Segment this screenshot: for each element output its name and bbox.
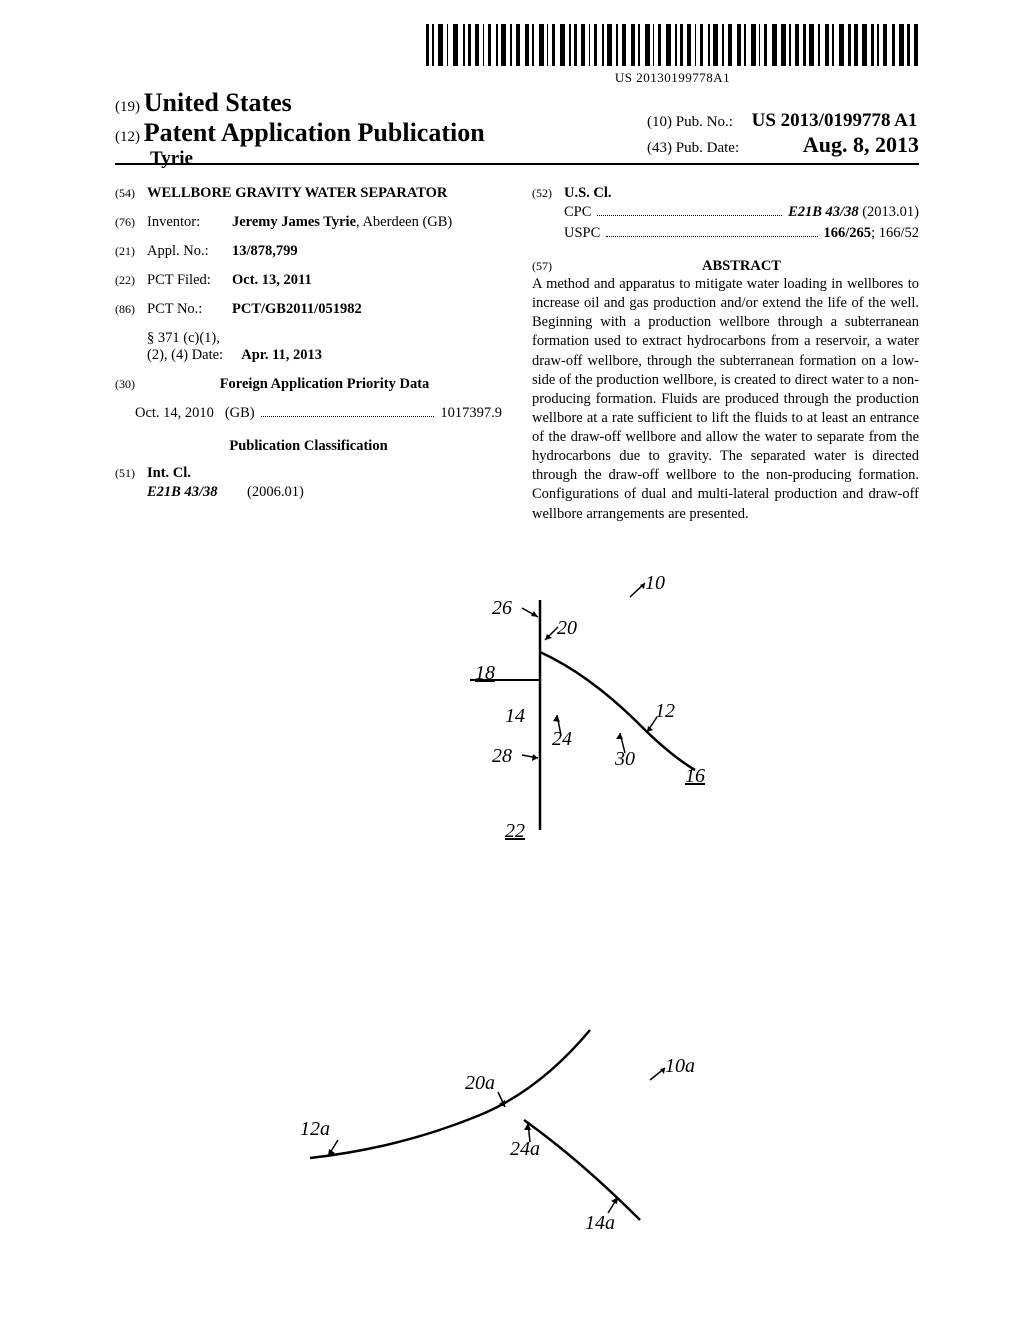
priority-country: (GB) (225, 405, 255, 422)
inventor-label: Inventor: (147, 214, 232, 231)
figure-1: 10 26 20 18 14 24 12 28 30 16 22 (410, 580, 750, 865)
patent-header: (19) United States (12) Patent Applicati… (115, 88, 919, 170)
cpc-code: E21B 43/38 (788, 204, 859, 221)
right-column: (52) U.S. Cl. CPC E21B 43/38 (2013.01) U… (532, 185, 919, 524)
inventor-name: Jeremy James Tyrie (232, 214, 356, 230)
pub-class-header: Publication Classification (115, 438, 502, 455)
appl-no-row: (21) Appl. No.: 13/878,799 (115, 243, 502, 260)
pct-filed-label: PCT Filed: (147, 272, 232, 289)
title-row: (54) WELLBORE GRAVITY WATER SEPARATOR (115, 185, 502, 202)
barcode-graphic (426, 24, 919, 66)
field-num-86: (86) (115, 302, 147, 317)
fig1-label-24: 24 (552, 728, 572, 751)
fig2-label-20a: 20a (465, 1072, 495, 1095)
int-cl-label: Int. Cl. (147, 465, 191, 482)
field-num-57: (57) (532, 259, 564, 274)
figure-1-svg (410, 580, 750, 860)
cpc-year: (2013.01) (862, 204, 919, 221)
fig1-label-10: 10 (645, 572, 665, 595)
fig1-label-26: 26 (492, 597, 512, 620)
inventor-row: (76) Inventor: Jeremy James Tyrie, Aberd… (115, 214, 502, 231)
int-cl-row: (51) Int. Cl. (115, 465, 502, 482)
pub-date-line: (43) Pub. Date: Aug. 8, 2013 (647, 132, 919, 158)
fig1-label-20: 20 (557, 617, 577, 640)
figures-area: 10 26 20 18 14 24 12 28 30 16 22 (0, 580, 1024, 1300)
pct-no-label: PCT No.: (147, 301, 232, 318)
fig1-label-16: 16 (685, 765, 705, 788)
fig1-label-18: 18 (475, 662, 495, 685)
field-num-52: (52) (532, 186, 564, 201)
fig1-label-30: 30 (615, 748, 635, 771)
field-num-22: (22) (115, 273, 147, 288)
fig2-label-10a: 10a (665, 1055, 695, 1078)
pct-filed-row: (22) PCT Filed: Oct. 13, 2011 (115, 272, 502, 289)
dots-leader (261, 405, 435, 417)
section-371-date-label: (2), (4) Date: (147, 347, 223, 363)
dots-leader (606, 225, 817, 237)
pub-type-line: (12) Patent Application Publication (115, 118, 485, 148)
country-name: United States (144, 88, 292, 117)
priority-app-no: 1017397.9 (440, 405, 502, 422)
pub-no-label: Pub. No.: (676, 114, 733, 130)
fig1-label-12: 12 (655, 700, 675, 723)
appl-no: 13/878,799 (232, 243, 298, 260)
left-column: (54) WELLBORE GRAVITY WATER SEPARATOR (7… (115, 185, 502, 524)
field-num-12: (12) (115, 129, 140, 145)
uspc-label: USPC (564, 225, 600, 242)
uspc-row: USPC 166/265; 166/52 (564, 225, 919, 242)
pct-no: PCT/GB2011/051982 (232, 301, 362, 318)
fig1-label-22: 22 (505, 820, 525, 843)
header-divider (115, 163, 919, 165)
uspc-code: 166/265 (824, 225, 872, 242)
section-371-date: Apr. 11, 2013 (241, 347, 322, 363)
cpc-label: CPC (564, 204, 591, 221)
author-name: Tyrie (150, 148, 485, 170)
barcode-text: US 20130199778A1 (426, 70, 919, 86)
field-num-21: (21) (115, 244, 147, 259)
abstract-header-row: (57) ABSTRACT (532, 258, 919, 275)
us-cl-label: U.S. Cl. (564, 185, 612, 202)
priority-header-row: (30) Foreign Application Priority Data (115, 376, 502, 393)
field-num-51: (51) (115, 466, 147, 481)
pub-no-line: (10) Pub. No.: US 2013/0199778 A1 (647, 110, 919, 132)
cpc-row: CPC E21B 43/38 (2013.01) (564, 204, 919, 221)
fig1-label-28: 28 (492, 745, 512, 768)
int-cl-code: E21B 43/38 (147, 484, 247, 501)
pub-type: Patent Application Publication (144, 118, 485, 147)
content-columns: (54) WELLBORE GRAVITY WATER SEPARATOR (7… (115, 185, 919, 524)
appl-no-label: Appl. No.: (147, 243, 232, 260)
section-371-text: § 371 (c)(1), (147, 330, 502, 347)
inventor-location: , Aberdeen (GB) (356, 214, 452, 230)
pct-filed-date: Oct. 13, 2011 (232, 272, 312, 289)
fig2-label-14a: 14a (585, 1212, 615, 1235)
fig1-label-14: 14 (505, 705, 525, 728)
abstract-text: A method and apparatus to mitigate water… (532, 275, 919, 524)
patent-title: WELLBORE GRAVITY WATER SEPARATOR (147, 185, 447, 202)
field-num-10: (10) (647, 114, 672, 130)
int-cl-year: (2006.01) (247, 484, 304, 501)
fig2-label-12a: 12a (300, 1118, 330, 1141)
pub-no: US 2013/0199778 A1 (752, 110, 918, 131)
priority-data-row: Oct. 14, 2010 (GB) 1017397.9 (135, 405, 502, 422)
int-cl-code-row: E21B 43/38 (2006.01) (147, 484, 502, 501)
field-num-76: (76) (115, 215, 147, 230)
field-num-54: (54) (115, 186, 147, 201)
field-num-19: (19) (115, 99, 140, 115)
section-371-block: § 371 (c)(1), (2), (4) Date: Apr. 11, 20… (147, 330, 502, 364)
us-cl-row: (52) U.S. Cl. (532, 185, 919, 202)
dots-leader (597, 204, 782, 216)
priority-date: Oct. 14, 2010 (135, 405, 214, 422)
uspc-code2: ; 166/52 (871, 225, 919, 242)
country-line: (19) United States (115, 88, 485, 118)
fig2-label-24a: 24a (510, 1138, 540, 1161)
field-num-30: (30) (115, 377, 147, 392)
pct-no-row: (86) PCT No.: PCT/GB2011/051982 (115, 301, 502, 318)
pub-date-label: Pub. Date: (676, 140, 739, 156)
abstract-header: ABSTRACT (564, 258, 919, 275)
field-num-43: (43) (647, 140, 672, 156)
priority-header: Foreign Application Priority Data (147, 376, 502, 393)
figure-2: 12a 20a 24a 10a 14a (280, 1020, 760, 1255)
pub-date: Aug. 8, 2013 (803, 132, 919, 157)
barcode-section: US 20130199778A1 (426, 24, 919, 86)
